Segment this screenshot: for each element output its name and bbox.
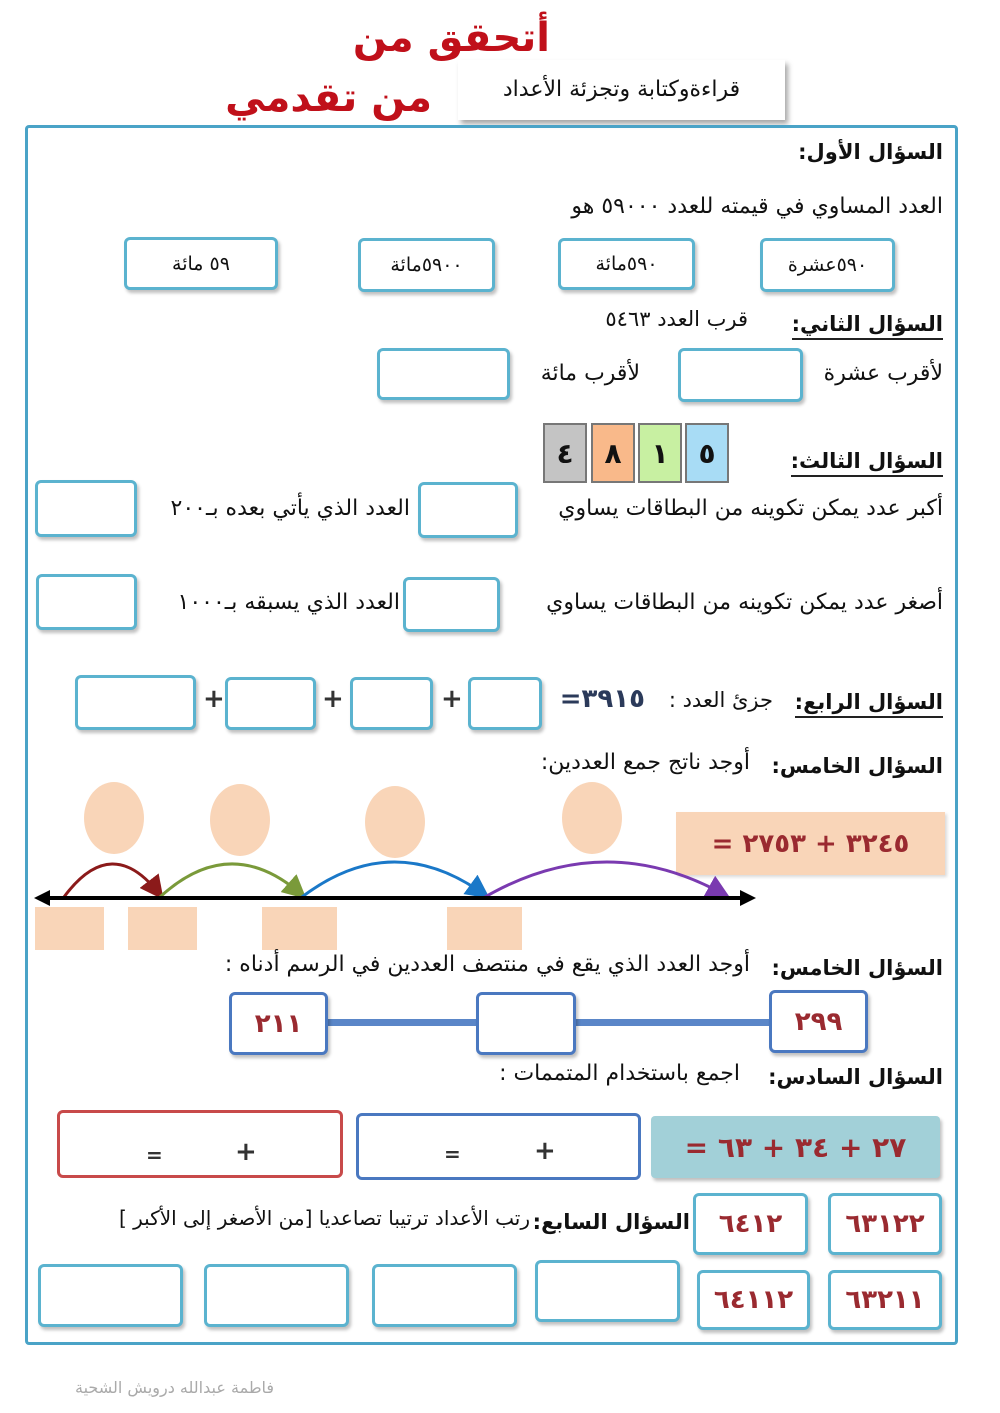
q3-after-label: العدد الذي يأتي بعده بـ٢٠٠	[170, 496, 410, 521]
order-answer-4[interactable]	[38, 1264, 183, 1327]
q2-text: قرب العدد ٥٤٦٣	[605, 307, 748, 331]
digit-card: ١	[638, 423, 682, 483]
jump-arc	[62, 862, 164, 900]
q7-heading: السؤال السابع:	[532, 1210, 690, 1234]
q3-largest-label: أكبر عدد يمكن تكوينه من البطاقات يساوي	[558, 496, 943, 521]
number-card[interactable]: ٦٣٢١١	[828, 1270, 942, 1330]
number-card[interactable]: ٦٤١٢	[693, 1193, 808, 1255]
left-number-box: ٢١١	[229, 992, 328, 1055]
number-line	[34, 860, 756, 906]
jump-circle[interactable]	[210, 784, 270, 856]
order-answer-1[interactable]	[535, 1260, 680, 1322]
q3-smallest-answer[interactable]	[403, 577, 500, 632]
q3-after-answer[interactable]	[35, 480, 137, 537]
order-answer-3[interactable]	[204, 1264, 349, 1327]
jump-value-box[interactable]	[35, 907, 104, 950]
worksheet-frame	[25, 125, 958, 1345]
q6-step-2[interactable]: + =	[57, 1110, 343, 1178]
equals-sign: =	[146, 1143, 163, 1167]
q5-expression-box: = ٣٢٤٥ + ٢٧٥٣	[676, 812, 945, 875]
plus-sign: +	[203, 684, 225, 714]
q2-hundreds-label: لأقرب مائة	[540, 361, 640, 386]
q6-heading: السؤال السادس:	[768, 1065, 943, 1089]
jump-value-box[interactable]	[128, 907, 197, 950]
q3-before-answer[interactable]	[36, 574, 137, 630]
q2-tens-label: لأقرب عشرة	[823, 361, 943, 386]
q4-part-3[interactable]	[225, 677, 316, 730]
q6-expression: = ٢٧ + ٣٤ + ٦٣	[684, 1130, 907, 1164]
q1-option-4[interactable]: ٥٩ مائة	[124, 237, 278, 290]
plus-sign: +	[534, 1136, 556, 1166]
author-signature: فاطمة عبدالله درويش الشحية	[75, 1378, 275, 1397]
q6-expression-box: = ٢٧ + ٣٤ + ٦٣	[651, 1116, 940, 1178]
q3-largest-answer[interactable]	[418, 482, 518, 538]
jump-value-box[interactable]	[262, 907, 337, 950]
subtitle-box: قراءةوكتابة وتجزئة الأعداد	[458, 60, 785, 120]
right-number: ٢٩٩	[794, 1006, 843, 1037]
title-line2: من تقدمي	[225, 75, 432, 121]
jump-arc	[158, 862, 307, 899]
plus-sign: +	[235, 1137, 257, 1167]
plus-sign: +	[441, 684, 463, 714]
q1-heading: السؤال الأول:	[798, 140, 943, 164]
q5-expression: = ٣٢٤٥ + ٢٧٥٣	[711, 828, 910, 859]
q4-part-4[interactable]	[75, 675, 196, 730]
q4-part-1[interactable]	[468, 677, 542, 730]
jump-circle[interactable]	[365, 786, 425, 858]
q1-option-2[interactable]: ٥٩٠مائة	[558, 238, 695, 290]
q2-hundreds-answer[interactable]	[377, 348, 510, 400]
q4-text: جزئ العدد :	[668, 688, 773, 712]
q3-heading: السؤال الثالث:	[790, 451, 943, 477]
number-card[interactable]: ٦٤١١٢	[697, 1270, 810, 1330]
title-line1: أتحقق من	[352, 15, 550, 61]
number-card[interactable]: ٦٣١٢٢	[828, 1193, 942, 1255]
jump-arc	[301, 860, 490, 899]
jump-circle[interactable]	[562, 782, 622, 854]
number-value: ٦٤١١٢	[713, 1285, 794, 1315]
q5b-heading: السؤال الخامس:	[771, 956, 943, 980]
order-answer-2[interactable]	[372, 1264, 517, 1327]
q5-heading: السؤال الخامس:	[771, 754, 943, 778]
left-number: ٢١١	[254, 1008, 303, 1039]
jump-circle[interactable]	[84, 782, 144, 854]
digit-card: ٥	[685, 423, 729, 483]
q4-heading: السؤال الرابع:	[794, 692, 943, 718]
number-value: ٦٣١٢٢	[845, 1209, 925, 1239]
q6-step-1[interactable]: + =	[356, 1113, 641, 1180]
plus-sign: +	[322, 684, 344, 714]
equals-sign: =	[444, 1142, 461, 1166]
q2-tens-answer[interactable]	[678, 348, 803, 402]
arrow-right	[740, 890, 756, 906]
q7-text: رتب الأعداد ترتيبا تصاعديا [من الأصغر إل…	[118, 1206, 530, 1230]
number-value: ٦٤١٢	[718, 1209, 783, 1239]
arrow-left	[34, 890, 50, 906]
q4-part-2[interactable]	[350, 677, 433, 730]
q3-smallest-label: أصغر عدد يمكن تكوينه من البطاقات يساوي	[546, 590, 943, 615]
q3-before-label: العدد الذي يسبقه بـ١٠٠٠	[177, 590, 400, 615]
q5b-text: أوجد العدد الذي يقع في منتصف العددين في …	[224, 952, 750, 977]
q4-number: ٣٩١٥=	[559, 684, 645, 714]
q6-text: اجمع باستخدام المتممات :	[499, 1061, 740, 1086]
q5-text: أوجد ناتج جمع العددين:	[540, 750, 750, 775]
jump-value-box[interactable]	[447, 907, 522, 950]
digit-card: ٨	[591, 423, 635, 483]
subtitle: قراءةوكتابة وتجزئة الأعداد	[502, 77, 741, 102]
midpoint-answer[interactable]	[476, 992, 576, 1055]
q2-heading: السؤال الثاني:	[791, 314, 943, 340]
number-value: ٦٣٢١١	[845, 1285, 925, 1315]
jump-arc	[484, 860, 731, 899]
right-number-box: ٢٩٩	[769, 990, 868, 1053]
q1-option-1[interactable]: ٥٩٠عشرة	[760, 238, 895, 292]
digit-card: ٤	[543, 423, 587, 483]
q1-text: العدد المساوي في قيمته للعدد ٥٩٠٠٠ هو	[571, 194, 943, 219]
q1-option-3[interactable]: ٥٩٠٠مائة	[358, 238, 495, 292]
